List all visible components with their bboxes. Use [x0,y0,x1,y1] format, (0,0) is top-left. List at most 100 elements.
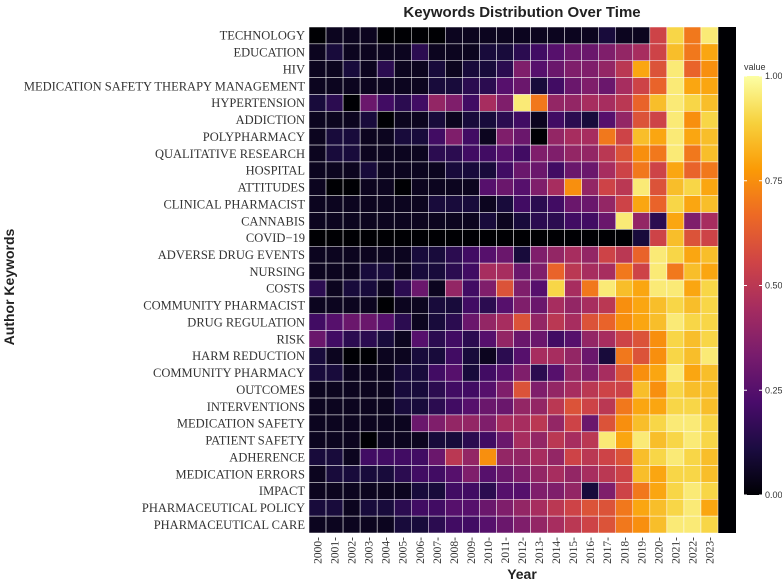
heatmap-cell [530,178,548,196]
heatmap-cell [598,246,617,264]
heatmap-cell [411,127,429,146]
heatmap-cell [547,212,565,230]
heatmap-cell [376,246,395,264]
heatmap-cell [393,347,412,365]
heatmap-cell [530,195,548,213]
heatmap-cell [547,380,565,399]
heatmap-cell [649,397,668,416]
heatmap-cell [666,397,685,416]
heatmap-cell [393,296,412,314]
heatmap-cell [581,178,599,196]
heatmap-cell [649,515,668,534]
heatmap-cell [376,262,395,281]
heatmap-cell [393,195,412,213]
heatmap-cell [683,313,702,331]
heatmap-cell [376,26,395,45]
heatmap-cell [325,246,344,264]
heatmap-cell [598,397,617,416]
heatmap-cell [547,246,565,264]
heatmap-cell [564,246,582,264]
heatmap-cell [376,229,395,247]
heatmap-cell [632,397,651,416]
heatmap-cell [666,229,685,247]
heatmap-cell [325,212,344,230]
heatmap-cell [615,347,634,365]
heatmap-cell [547,195,565,213]
heatmap-cell [564,144,582,163]
heatmap-cell [632,482,651,500]
heatmap-cell [615,212,634,230]
heatmap-cell [496,262,514,281]
heatmap-cell [547,178,565,196]
heatmap-cell [342,77,361,95]
heatmap-cell [325,499,344,517]
heatmap-cell [547,161,565,180]
heatmap-cell [598,380,617,399]
heatmap-cell [649,347,668,365]
heatmap-cell [376,482,395,500]
heatmap-cell [376,43,395,61]
heatmap-cell [411,178,429,196]
heatmap-cell [479,397,497,416]
heatmap-cell [342,127,361,146]
heatmap-cell [666,144,685,163]
heatmap-cell [342,43,361,61]
heatmap-cell [615,161,634,180]
heatmap-cell [581,279,599,298]
heatmap-cell [359,77,378,95]
heatmap-cell [700,43,719,61]
heatmap-cell [393,178,412,196]
heatmap-cell [530,77,548,95]
color-legend: value 0.00 0.25 0.50 0.75 1.00 [744,62,782,500]
heatmap-cell [632,94,651,112]
heatmap-cell [445,111,463,129]
heatmap-cell [581,60,599,78]
heatmap-cell [615,229,634,247]
heatmap-cell [615,380,634,399]
heatmap-cell [683,60,702,78]
heatmap-cell [615,499,634,517]
heatmap-cell [479,195,497,213]
heatmap-cell [479,279,497,298]
heatmap-cell [683,431,702,449]
heatmap-cell [666,499,685,517]
heatmap-cell [547,482,565,500]
legend-ticks: 0.00 0.25 0.50 0.75 1.00 [744,71,782,500]
y-tick-label: COVID−19 [246,231,305,245]
heatmap-cell [428,330,446,348]
heatmap-cell [359,499,378,517]
heatmap-cell [411,26,429,45]
heatmap-cell [513,144,531,163]
y-tick-label: TECHNOLOGY [220,29,305,43]
heatmap-cell [530,499,548,517]
heatmap-cell [359,279,378,298]
heatmap-cell [411,431,429,449]
heatmap-cell [342,296,361,314]
heatmap-cell [530,246,548,264]
heatmap-cell [308,347,327,365]
heatmap-cell [462,448,480,466]
heatmap-cell [530,212,548,230]
heatmap-cell [581,161,599,180]
heatmap-cell [376,313,395,331]
heatmap-cell [393,499,412,517]
heatmap-cell [393,482,412,500]
heatmap-cell [683,43,702,61]
heatmap-cell [513,111,531,129]
heatmap-cell [393,279,412,298]
heatmap-cell [325,448,344,466]
heatmap-cell [393,111,412,129]
heatmap-cell [683,414,702,433]
heatmap-cell [530,515,548,534]
heatmap-cell [666,43,685,61]
heatmap-cell [666,431,685,449]
heatmap-cell [666,296,685,314]
y-tick-label: COMMUNITY PHARMACY [153,366,305,380]
heatmap-cell [598,178,617,196]
heatmap-cell [308,279,327,298]
heatmap-cell [411,347,429,365]
heatmap-cell [513,262,531,281]
heatmap-cell [666,364,685,382]
heatmap-cell [462,94,480,112]
heatmap-cell [445,347,463,365]
